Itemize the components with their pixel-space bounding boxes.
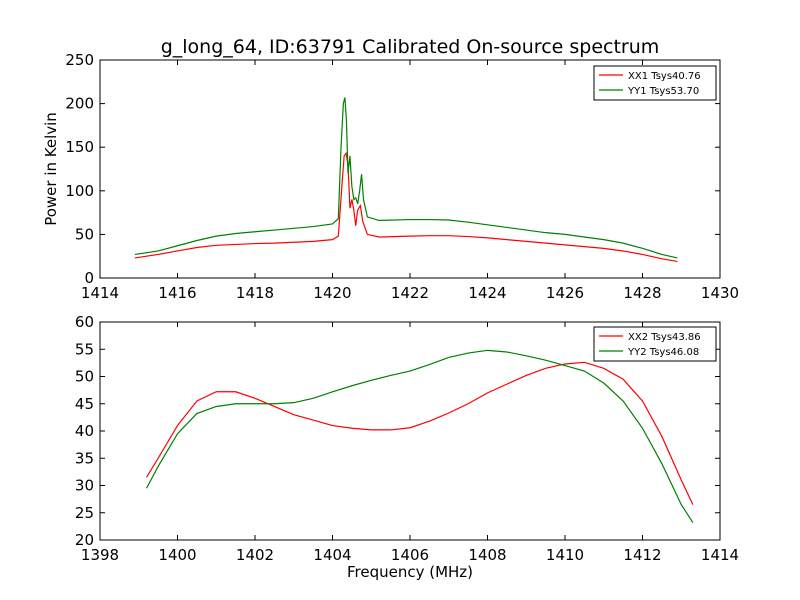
y-tick-label: 50 — [75, 368, 94, 386]
legend: XX2 Tsys43.86 YY2 Tsys46.08 — [593, 326, 717, 362]
x-tick-label: 1422 — [391, 284, 429, 302]
x-tick-label: 1398 — [81, 546, 119, 564]
bottom-panel: 1398 1400 1402 1404 1406 1408 1410 1412 1414 20 25… — [75, 313, 739, 564]
y-tick-label: 45 — [75, 395, 94, 413]
legend-box — [593, 326, 717, 362]
series-line-1 — [134, 151, 678, 263]
chart-title: g_long_64, ID:63791 Calibrated On-source… — [161, 36, 660, 58]
y-tick-label: 20 — [75, 531, 94, 549]
legend-box — [593, 65, 717, 101]
y-tick-label: 50 — [75, 225, 94, 243]
x-tick-label: 1426 — [546, 284, 584, 302]
y-tick-label: 30 — [75, 477, 94, 495]
legend-label: XX2 Tsys43.86 — [628, 332, 701, 343]
y-axis-label: Power in Kelvin — [42, 112, 60, 226]
y-tick-label: 55 — [75, 340, 94, 358]
y-tick-label: 35 — [75, 449, 94, 467]
x-tick-label: 1414 — [81, 284, 119, 302]
y-tick-label: 60 — [75, 313, 94, 331]
x-axis-label: Frequency (MHz) — [347, 563, 473, 581]
series-line-2 — [145, 349, 694, 523]
x-tick-label: 1414 — [701, 546, 739, 564]
y-tick-label: 40 — [75, 422, 94, 440]
y-tick-label: 100 — [65, 182, 94, 200]
x-tick-label: 1418 — [236, 284, 274, 302]
x-tick-label: 1430 — [701, 284, 739, 302]
y-tick-label: 250 — [65, 51, 94, 69]
x-tick-label: 1404 — [313, 546, 351, 564]
x-tick-label: 1400 — [158, 546, 196, 564]
x-tick-label: 1408 — [468, 546, 506, 564]
series-line-2 — [134, 97, 678, 259]
x-tick-label: 1406 — [391, 546, 429, 564]
y-tick-label: 200 — [65, 95, 94, 113]
top-panel: 1414 1416 1418 1420 1422 1424 1426 1428 1430 0 50 1… — [65, 51, 739, 302]
x-tick-label: 1402 — [236, 546, 274, 564]
legend: XX1 Tsys40.76 YY1 Tsys53.70 — [593, 65, 717, 101]
x-tick-label: 1410 — [546, 546, 584, 564]
x-tick-label: 1412 — [623, 546, 661, 564]
x-tick-label: 1420 — [313, 284, 351, 302]
series-line-1 — [145, 361, 694, 505]
y-tick-label: 150 — [65, 138, 94, 156]
legend-label: XX1 Tsys40.76 — [628, 71, 701, 82]
x-tick-label: 1424 — [468, 284, 506, 302]
y-tick-label: 0 — [84, 269, 94, 287]
y-tick-label: 25 — [75, 504, 94, 522]
legend-label: YY2 Tsys46.08 — [627, 347, 699, 358]
legend-label: YY1 Tsys53.70 — [627, 86, 699, 97]
x-tick-label: 1416 — [158, 284, 196, 302]
x-tick-label: 1428 — [623, 284, 661, 302]
